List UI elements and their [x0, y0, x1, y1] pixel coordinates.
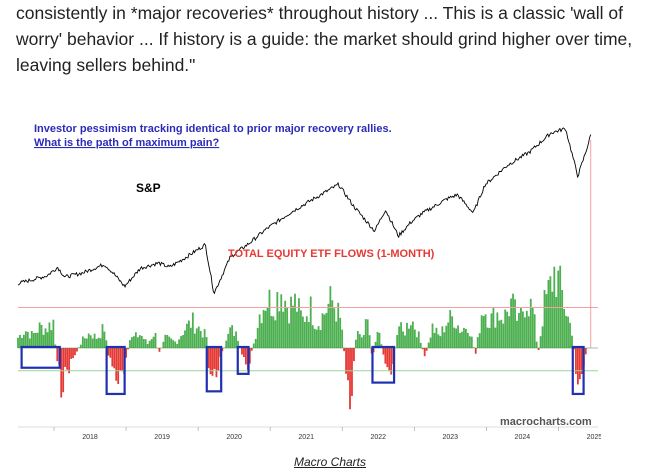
x-tick-label: 2021: [298, 434, 314, 441]
watermark: macrocharts.com: [500, 416, 592, 428]
sp-label: S&P: [136, 181, 161, 195]
highlight-box: [205, 345, 223, 393]
chart-figure: 2018 2019 2020 2021 2022 2023 2024 2025 Investo…: [16, 100, 602, 450]
chart-svg: 2018 2019 2020 2021 2022 2023 2024 2025 Investo…: [16, 100, 602, 445]
x-tick-label: 2023: [443, 434, 459, 441]
quote-line-2: worry' behavior ... If history is a guid…: [16, 29, 633, 49]
x-tick-label: 2024: [515, 434, 531, 441]
quote-text: consistently in *major recoveries* throu…: [16, 0, 646, 78]
chart-title: Investor pessimism tracking identical to…: [34, 123, 392, 135]
chart-background: [16, 100, 601, 445]
highlight-box: [236, 345, 250, 375]
highlight-box: [371, 345, 396, 384]
x-axis: 2018 2019 2020 2021 2022 2023 2024 2025: [18, 426, 602, 441]
flows-label: TOTAL EQUITY ETF FLOWS (1-MONTH): [228, 248, 435, 260]
x-tick-label: 2018: [82, 434, 98, 441]
chart-subtitle: What is the path of maximum pain?: [34, 137, 219, 149]
highlight-box: [20, 345, 61, 369]
sp-series-line: [17, 127, 592, 295]
figure-caption[interactable]: Macro Charts: [293, 455, 367, 469]
highlight-boxes: [20, 345, 585, 396]
x-tick-label: 2025: [587, 434, 601, 441]
x-tick-label: 2019: [154, 434, 170, 441]
x-tick-label: 2022: [370, 434, 386, 441]
sp-layer: [17, 127, 592, 348]
x-tick-label: 2020: [226, 434, 242, 441]
flows-layer: [17, 265, 598, 410]
quote-line-1: consistently in *major recoveries* throu…: [16, 3, 624, 23]
quote-line-3: leaving sellers behind.": [16, 55, 196, 75]
highlight-box: [105, 345, 126, 396]
highlight-box: [571, 345, 585, 396]
